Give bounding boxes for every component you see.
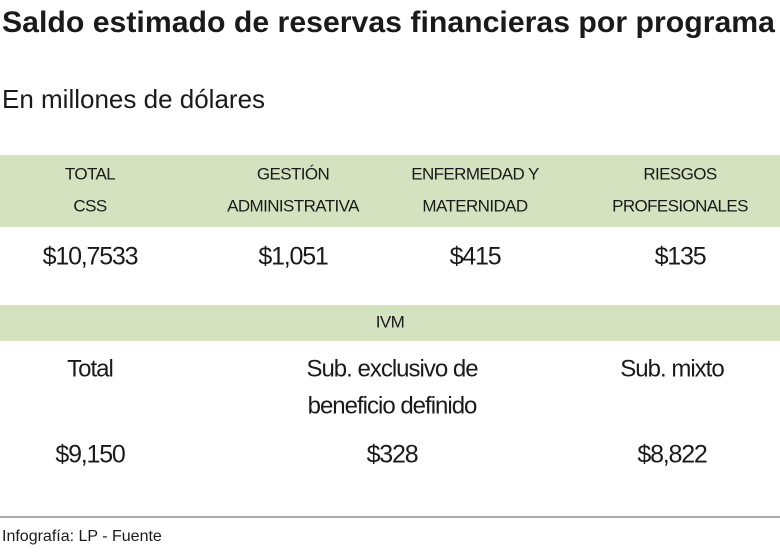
header-band — [0, 155, 780, 227]
cell-value: $1,051 — [258, 243, 328, 271]
column-header: GESTIÓN — [257, 164, 329, 183]
column-header: Total — [67, 355, 113, 382]
column-header: ENFERMEDAD Y — [411, 164, 539, 183]
column-header: Sub. exclusivo de — [306, 355, 478, 382]
source: Infografía: LP - Fuente — [2, 528, 162, 545]
cell-value: $8,822 — [637, 441, 707, 469]
column-header: RIESGOS — [643, 164, 717, 183]
column-header: CSS — [73, 196, 106, 215]
cell-value: $9,150 — [55, 441, 125, 469]
column-header: MATERNIDAD — [422, 196, 527, 215]
title: Saldo estimado de reservas financieras p… — [2, 6, 775, 39]
subtitle: En millones de dólares — [2, 84, 265, 114]
ivm-title: IVM — [376, 312, 404, 331]
column-header: beneficio definido — [308, 392, 477, 419]
cell-value: $328 — [367, 441, 418, 469]
column-header: TOTAL — [65, 164, 115, 183]
column-header: ADMINISTRATIVA — [227, 196, 360, 215]
ivm-band — [0, 305, 780, 341]
column-header: PROFESIONALES — [612, 196, 748, 215]
cell-value: $10,7533 — [43, 243, 138, 271]
cell-value: $135 — [655, 243, 706, 271]
column-header: Sub. mixto — [620, 355, 724, 382]
cell-value: $415 — [450, 243, 501, 271]
